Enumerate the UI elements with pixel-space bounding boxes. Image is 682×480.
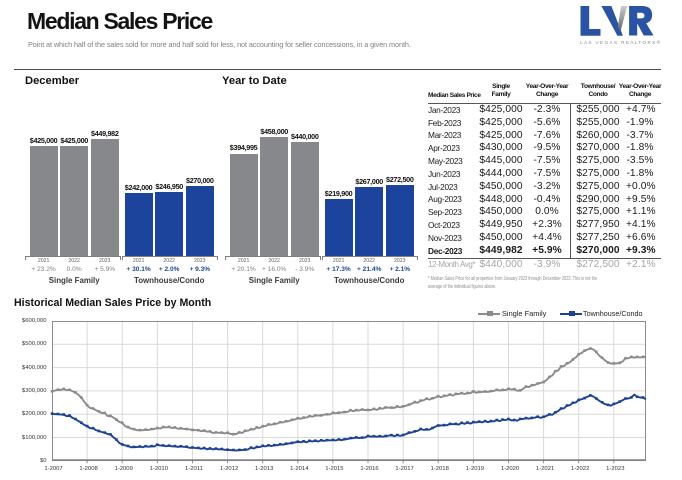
svg-text:LAS VEGAS REALTORS®: LAS VEGAS REALTORS® xyxy=(580,39,662,45)
